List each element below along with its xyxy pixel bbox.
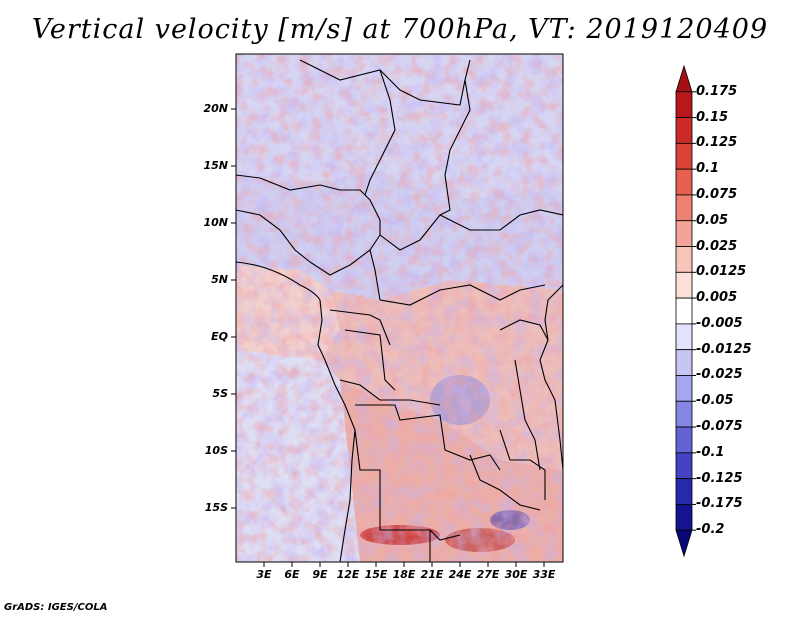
colorbar-swatch: [675, 246, 693, 273]
colorbar-swatch: [675, 117, 693, 144]
lat-label-10s: 10S: [204, 444, 228, 457]
velocity-field: [236, 54, 563, 562]
lat-label-5s: 5S: [212, 387, 228, 400]
coastline-west: [236, 261, 356, 562]
lon-label-21e: 21E: [420, 568, 444, 581]
colorbar-label: -0.075: [696, 419, 743, 435]
colorbar-swatch: [675, 271, 693, 299]
colorbar-label: 0.025: [696, 238, 738, 254]
colorbar-label: 0.125: [696, 135, 738, 151]
colorbar-label: -0.125: [696, 470, 743, 486]
colorbar-label: 0.075: [696, 186, 738, 202]
lon-label-24e: 24E: [448, 568, 472, 581]
lat-label-15n: 15N: [203, 159, 228, 172]
colorbar-swatch: [675, 297, 693, 325]
colorbar-label: -0.025: [696, 367, 743, 383]
lon-label-9e: 9E: [312, 568, 328, 581]
lon-label-3e: 3E: [256, 568, 272, 581]
lon-label-12e: 12E: [336, 568, 360, 581]
colorbar-label: -0.05: [696, 393, 734, 409]
colorbar-label: 0.005: [696, 290, 738, 306]
footer-credit: GrADS: IGES/COLA: [4, 602, 108, 613]
colorbar-swatch: [675, 142, 693, 170]
lat-label-20n: 20N: [203, 102, 228, 115]
colorbar: [675, 64, 696, 558]
colorbar-swatch: [675, 426, 693, 454]
colorbar-swatch: [675, 400, 693, 428]
colorbar-swatch: [675, 194, 693, 222]
lon-label-33e: 33E: [532, 568, 556, 581]
lat-label-5n: 5N: [211, 273, 228, 286]
colorbar-label: 0.1: [696, 161, 720, 177]
lon-label-30e: 30E: [504, 568, 528, 581]
colorbar-label: -0.1: [696, 444, 725, 460]
lon-label-27e: 27E: [476, 568, 500, 581]
country-borders: [236, 59, 563, 562]
colorbar-swatch: [675, 64, 693, 93]
colorbar-label: -0.005: [696, 315, 743, 331]
lon-label-18e: 18E: [392, 568, 416, 581]
colorbar-label: -0.175: [696, 496, 743, 512]
colorbar-swatch: [675, 323, 693, 351]
map-frame: [235, 53, 564, 563]
coastline-east: [539, 284, 563, 471]
lat-label-15s: 15S: [204, 501, 228, 514]
lon-label-15e: 15E: [364, 568, 388, 581]
lat-label-eq: EQ: [211, 330, 228, 343]
colorbar-swatch: [675, 349, 693, 376]
colorbar-label: 0.05: [696, 212, 729, 228]
colorbar-label: 0.15: [696, 109, 729, 125]
colorbar-swatch: [675, 220, 693, 247]
colorbar-swatch: [675, 375, 693, 402]
colorbar-label: 0.0125: [696, 264, 747, 280]
colorbar-label: -0.2: [696, 522, 725, 538]
colorbar-swatch: [675, 529, 693, 558]
lat-label-10n: 10N: [203, 216, 228, 229]
lon-ticks: [263, 562, 545, 567]
lat-ticks: [231, 108, 236, 509]
colorbar-swatch: [675, 91, 693, 118]
colorbar-swatch: [675, 168, 693, 196]
colorbar-label: 0.175: [696, 83, 738, 99]
colorbar-swatch: [675, 504, 693, 531]
colorbar-label: -0.0125: [696, 341, 752, 357]
lon-label-6e: 6E: [284, 568, 300, 581]
colorbar-swatch: [675, 452, 693, 480]
colorbar-swatch: [675, 478, 693, 505]
page-title: Vertical velocity [m/s] at 700hPa, VT: 2…: [31, 14, 769, 45]
